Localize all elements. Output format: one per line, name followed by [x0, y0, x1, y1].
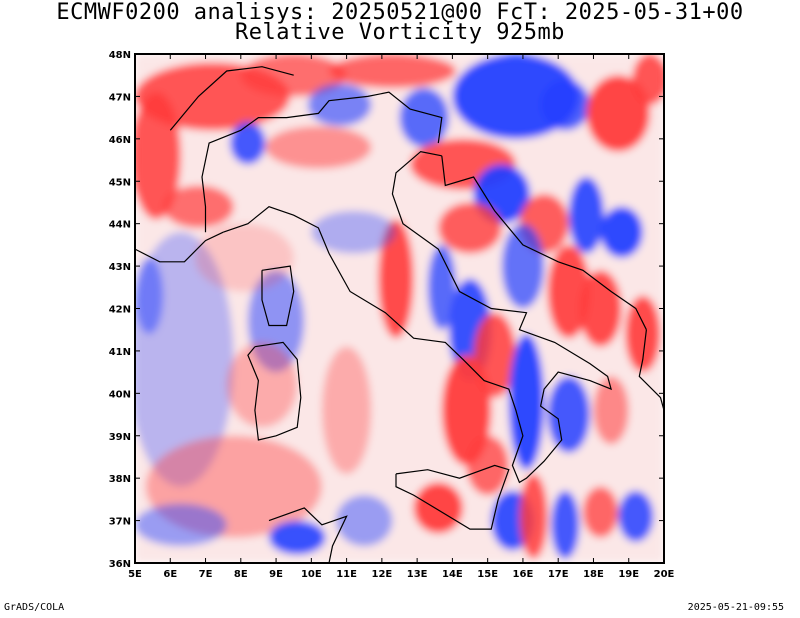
y-tick-label: 39N — [109, 432, 131, 443]
y-tick-label: 45N — [109, 177, 131, 188]
x-tick-label: 12E — [371, 569, 392, 580]
y-tick-label: 37N — [109, 517, 131, 528]
x-axis: 5E 6E 7E 8E 9E 10E 11E 12E 13E 14E 15E 16E 17E 18E 19E… — [128, 54, 675, 580]
vorticity-field — [135, 54, 664, 563]
y-tick-label: 48N — [109, 50, 131, 61]
x-tick-label: 18E — [583, 569, 604, 580]
y-tick-label: 36N — [109, 559, 131, 570]
y-tick-label: 41N — [109, 347, 131, 358]
y-tick-label: 44N — [109, 220, 131, 231]
map-subtitle: Relative Vorticity 925mb — [235, 20, 565, 45]
y-tick-label: 40N — [109, 389, 131, 400]
x-tick-label: 8E — [234, 569, 248, 580]
x-tick-label: 19E — [618, 569, 639, 580]
x-tick-label: 13E — [407, 569, 428, 580]
y-tick-label: 38N — [109, 474, 131, 485]
coastline — [135, 66, 664, 563]
x-tick-label: 5E — [128, 569, 142, 580]
x-tick-label: 10E — [301, 569, 322, 580]
footer-credit: GrADS/COLA — [4, 602, 65, 613]
x-tick-label: 20E — [654, 569, 675, 580]
x-tick-label: 14E — [442, 569, 463, 580]
x-tick-label: 7E — [199, 569, 213, 580]
x-tick-label: 6E — [163, 569, 177, 580]
x-tick-label: 16E — [513, 569, 534, 580]
y-tick-label: 47N — [109, 92, 131, 103]
map-title: ECMWF0200 analisys: 20250521@00 FcT: 202… — [56, 0, 744, 25]
footer-timestamp: 2025-05-21-09:55 — [687, 602, 784, 613]
x-tick-label: 11E — [336, 569, 357, 580]
y-tick-label: 46N — [109, 135, 131, 146]
y-tick-label: 42N — [109, 305, 131, 316]
x-tick-label: 17E — [548, 569, 569, 580]
y-tick-label: 43N — [109, 262, 131, 273]
x-tick-label: 9E — [269, 569, 283, 580]
y-axis: 36N 37N 38N 39N 40N 41N 42N 43N 44N 45N 46N 47N 48N — [109, 50, 664, 570]
x-tick-label: 15E — [477, 569, 498, 580]
